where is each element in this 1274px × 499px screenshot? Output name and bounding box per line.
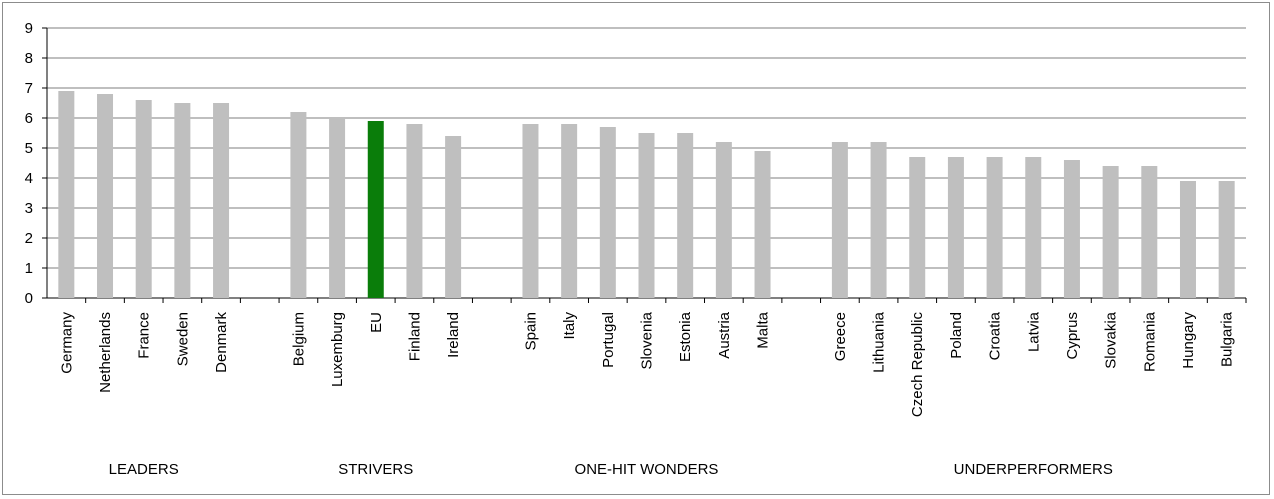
category-label: Germany: [58, 312, 75, 374]
category-label: Spain: [522, 312, 539, 350]
category-label: Netherlands: [97, 312, 114, 393]
bar-luxemburg: [329, 118, 346, 298]
y-tick-label: 1: [25, 260, 33, 277]
bar-germany: [58, 91, 75, 298]
group-label: STRIVERS: [338, 461, 413, 478]
category-label: Poland: [948, 312, 965, 359]
y-tick-label: 9: [25, 20, 33, 37]
y-tick-label: 8: [25, 50, 33, 67]
y-tick-label: 6: [25, 110, 33, 127]
bar-slovakia: [1102, 166, 1119, 298]
bar-poland: [947, 157, 964, 298]
bar-belgium: [290, 112, 307, 298]
category-label: Romania: [1141, 311, 1158, 372]
category-label: Sweden: [174, 312, 191, 366]
bar-eu: [367, 121, 384, 298]
bar-slovenia: [638, 133, 655, 298]
category-label: Estonia: [677, 311, 694, 362]
category-label: Belgium: [290, 312, 307, 366]
category-label: Malta: [755, 311, 772, 348]
y-tick-label: 2: [25, 230, 33, 247]
category-label: Bulgaria: [1219, 311, 1236, 367]
category-label: Lithuania: [871, 311, 888, 373]
category-label: Croatia: [987, 311, 1004, 360]
category-label: Italy: [561, 312, 578, 340]
category-label: Latvia: [1025, 311, 1042, 352]
bar-portugal: [599, 127, 616, 298]
group-label: ONE-HIT WONDERS: [575, 461, 719, 478]
bar-italy: [561, 124, 578, 298]
bar-spain: [522, 124, 539, 298]
bar-czech-republic: [909, 157, 926, 298]
bar-croatia: [986, 157, 1003, 298]
y-tick-label: 5: [25, 140, 33, 157]
category-label: Cyprus: [1064, 312, 1081, 360]
bar-lithuania: [870, 142, 887, 298]
group-label: LEADERS: [109, 461, 179, 478]
category-label: Slovakia: [1103, 311, 1120, 368]
group-label: UNDERPERFORMERS: [954, 461, 1113, 478]
y-tick-label: 7: [25, 80, 33, 97]
bar-malta: [754, 151, 771, 298]
category-label: Czech Republic: [909, 312, 926, 418]
bar-cyprus: [1063, 160, 1080, 298]
bar-ireland: [445, 136, 462, 298]
bar-denmark: [213, 103, 230, 298]
category-label: Luxemburg: [329, 312, 346, 387]
bar-france: [135, 100, 152, 298]
bar-bulgaria: [1218, 181, 1235, 298]
bar-hungary: [1179, 181, 1196, 298]
y-tick-label: 4: [25, 170, 33, 187]
bar-austria: [715, 142, 732, 298]
category-label: Greece: [832, 312, 849, 361]
bar-latvia: [1025, 157, 1042, 298]
y-tick-label: 3: [25, 200, 33, 217]
bar-netherlands: [97, 94, 114, 298]
category-label: EU: [368, 312, 385, 333]
category-label: Denmark: [213, 312, 230, 373]
category-label: France: [136, 312, 153, 359]
category-label: Finland: [406, 312, 423, 361]
bar-sweden: [174, 103, 191, 298]
category-label: Slovenia: [639, 311, 656, 369]
category-label: Portugal: [600, 312, 617, 368]
bar-greece: [831, 142, 848, 298]
category-label: Austria: [716, 311, 733, 358]
category-label: Hungary: [1180, 312, 1197, 369]
bar-estonia: [677, 133, 694, 298]
y-tick-label: 0: [25, 290, 33, 307]
category-label: Ireland: [445, 312, 462, 358]
bar-finland: [406, 124, 423, 298]
bar-romania: [1141, 166, 1158, 298]
